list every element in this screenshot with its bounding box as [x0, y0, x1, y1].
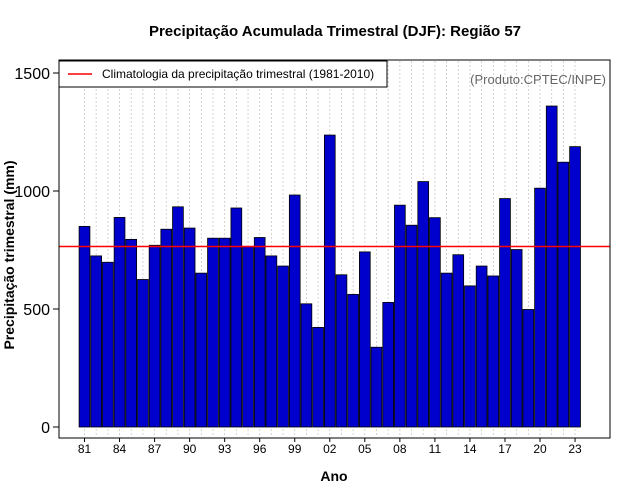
x-tick-label: 05	[358, 442, 372, 456]
bar	[522, 309, 535, 428]
x-tick-label: 84	[113, 442, 127, 456]
x-tick-label: 90	[183, 442, 197, 456]
x-tick-label: 11	[429, 442, 442, 456]
bar	[78, 225, 91, 428]
x-tick-label: 93	[218, 442, 232, 456]
chart-title: Precipitação Acumulada Trimestral (DJF):…	[149, 23, 521, 40]
bar	[148, 244, 161, 428]
bar	[90, 255, 102, 428]
legend-box	[58, 60, 388, 88]
bar	[370, 346, 383, 428]
credit-text: (Produto:CPTEC/INPE)	[470, 72, 606, 87]
x-axis: 81 84 87 90 93 96 99 02 05 08 11 14 17 20 23	[78, 438, 582, 456]
y-tick-label: 1500	[14, 66, 50, 83]
bar	[429, 217, 441, 428]
bar	[382, 301, 394, 428]
bar	[464, 285, 476, 428]
bar	[557, 161, 570, 428]
bar	[230, 207, 243, 428]
bar	[405, 224, 418, 428]
x-tick-label: 81	[78, 442, 92, 456]
x-tick-label: 08	[393, 442, 407, 456]
bar	[335, 274, 348, 428]
bar	[265, 255, 278, 428]
x-tick-label: 96	[253, 442, 267, 456]
bar	[288, 194, 301, 428]
x-axis-label: Ano	[320, 468, 347, 484]
bar	[102, 261, 114, 428]
bar	[545, 105, 558, 428]
x-tick-label: 17	[498, 442, 512, 456]
x-tick-label: 87	[148, 442, 162, 456]
legend: Climatologia da precipitação trimestral …	[58, 60, 388, 88]
bar	[510, 249, 523, 428]
bar	[242, 246, 254, 428]
bars-group	[78, 105, 581, 428]
bar	[218, 237, 231, 428]
bar	[534, 187, 546, 428]
bar	[312, 327, 324, 428]
bar	[207, 237, 219, 428]
bar	[417, 181, 430, 428]
bar	[475, 265, 488, 428]
bar	[487, 275, 500, 428]
bar	[195, 272, 208, 428]
bar	[277, 265, 289, 428]
y-axis: 0 500 1000 1500	[14, 66, 59, 437]
bar	[569, 146, 581, 428]
y-tick-label: 500	[23, 302, 50, 319]
bar	[113, 217, 126, 428]
y-axis-label: Precipitação trimestral (mm)	[1, 160, 17, 349]
x-tick-label: 23	[568, 442, 582, 456]
bar	[323, 134, 336, 428]
bar	[253, 237, 266, 428]
x-tick-label: 02	[323, 442, 337, 456]
bar	[452, 254, 465, 428]
bar	[499, 198, 511, 428]
bar	[160, 228, 173, 428]
y-tick-label: 1000	[14, 184, 50, 201]
bar	[125, 238, 138, 428]
legend-label: Climatologia da precipitação trimestral …	[102, 67, 374, 81]
bar	[394, 204, 406, 428]
x-tick-label: 14	[463, 442, 477, 456]
y-tick-label: 0	[41, 420, 50, 437]
bar	[359, 251, 371, 428]
bar	[183, 227, 196, 428]
bar	[137, 279, 149, 428]
bar	[172, 206, 184, 428]
x-tick-label: 99	[288, 442, 302, 456]
x-tick-label: 20	[533, 442, 547, 456]
bar	[300, 303, 313, 428]
bar	[347, 293, 359, 428]
plot-frame	[58, 59, 611, 439]
bar	[440, 272, 453, 428]
